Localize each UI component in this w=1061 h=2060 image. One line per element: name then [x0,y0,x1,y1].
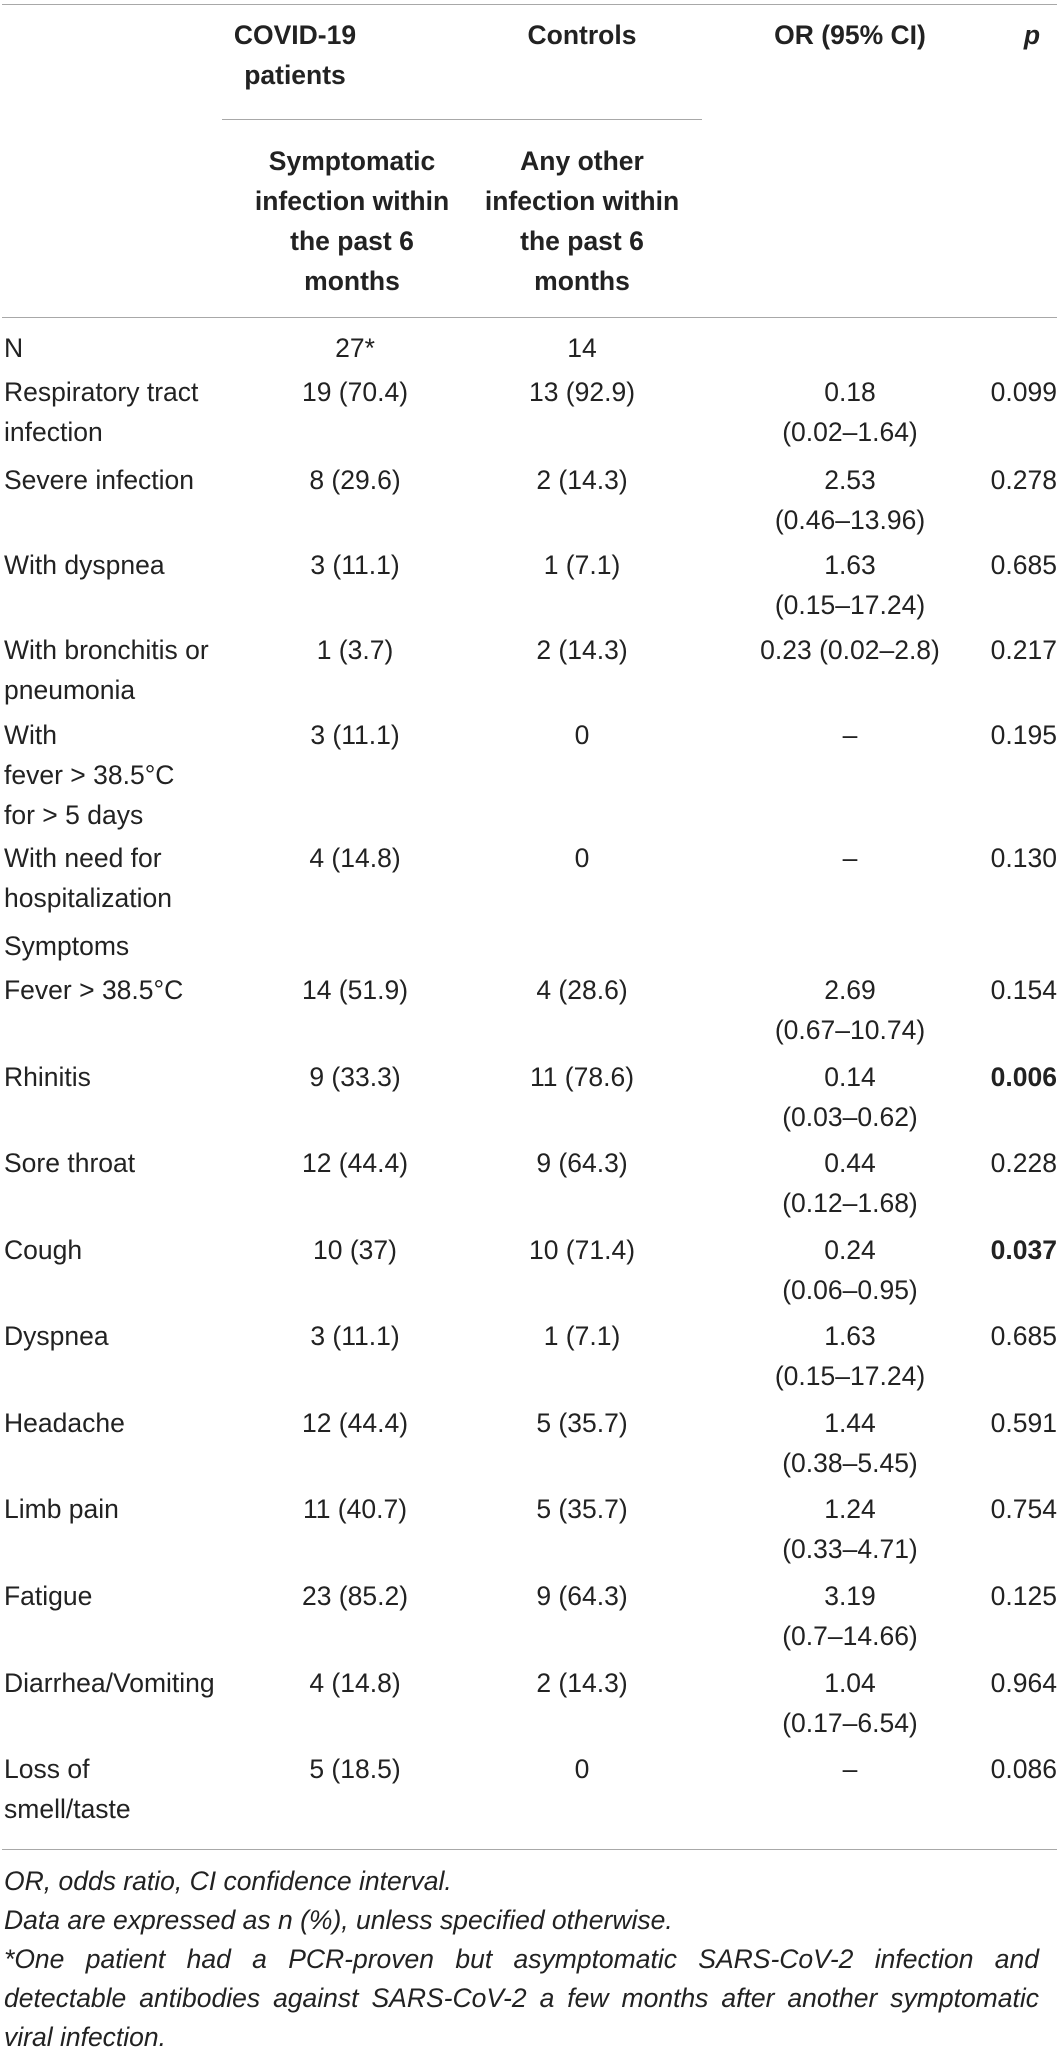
row-label: Diarrhea/Vomiting [4,1668,215,1698]
row-label: Respiratory tract infection [4,377,199,447]
controls-value: 14 [567,333,597,363]
row-label: With need for hospitalization [4,843,172,913]
header-controls: Controls [527,20,637,50]
footnote-data-format: Data are expressed as n (%), unless spec… [4,1905,673,1935]
row-label: N [4,333,24,363]
controls-value: 2 (14.3) [536,465,628,495]
controls-value: 1 (7.1) [543,1321,621,1351]
covid-value: 19 (70.4) [301,377,409,407]
header-p: p [1023,20,1040,50]
covid-value: 8 (29.6) [309,465,401,495]
covid-value: 4 (14.8) [309,843,401,873]
controls-value: 13 (92.9) [528,377,636,407]
covid-value: 5 (18.5) [309,1754,401,1784]
odds-ratio-value: 2.53 (0.46–13.96) [774,465,926,535]
top-rule [2,4,1057,5]
covid-value: 3 (11.1) [310,720,400,750]
controls-value: 0 [574,843,590,873]
odds-ratio-value: 1.44 (0.38–5.45) [782,1408,918,1478]
odds-ratio-value: 3.19 (0.7–14.66) [782,1581,918,1651]
covid-value: 27* [335,333,375,363]
controls-value: 10 (71.4) [528,1235,636,1265]
odds-ratio-value: 2.69 (0.67–10.74) [774,975,926,1045]
controls-value: 11 (78.6) [529,1062,635,1092]
controls-value: 4 (28.6) [536,975,628,1005]
p-value: 0.217 [990,635,1057,665]
controls-value: 2 (14.3) [536,1668,628,1698]
p-value: 0.754 [990,1494,1057,1524]
footnote-abbreviations: OR, odds ratio, CI confidence interval. [4,1866,452,1896]
covid-value: 23 (85.2) [301,1581,409,1611]
row-label: Severe infection [4,465,195,495]
row-label: Sore throat [4,1148,136,1178]
p-value: 0.099 [990,377,1057,407]
row-label: Cough [4,1235,83,1265]
covid-value: 9 (33.3) [309,1062,401,1092]
row-label: Limb pain [4,1494,119,1524]
odds-ratio-value: 0.24 (0.06–0.95) [782,1235,918,1305]
row-label: Fatigue [4,1581,93,1611]
covid-value: 12 (44.4) [301,1408,409,1438]
controls-value: 9 (64.3) [536,1148,628,1178]
row-label: Rhinitis [4,1062,91,1092]
odds-ratio-value: – [842,843,858,873]
row-label: With fever > 38.5°C for > 5 days [4,720,175,830]
controls-value: 0 [574,1754,590,1784]
subheader-any-other: Any other infection within the past 6 month… [484,146,680,296]
p-value: 0.964 [990,1668,1057,1698]
covid-value: 4 (14.8) [309,1668,401,1698]
p-value: 0.086 [990,1754,1057,1784]
covid-value: 1 (3.7) [316,635,394,665]
row-label: Symptoms [4,931,130,961]
odds-ratio-value: 1.63 (0.15–17.24) [774,1321,926,1391]
odds-ratio-value: – [842,1754,858,1784]
row-label: Loss of smell/taste [4,1754,131,1824]
subheader-symptomatic: Symptomatic infection within the past 6 mon… [254,146,450,296]
p-value: 0.154 [990,975,1057,1005]
controls-value: 0 [574,720,590,750]
odds-ratio-value: 0.44 (0.12–1.68) [782,1148,918,1218]
p-value: 0.685 [990,1321,1057,1351]
covid-value: 11 (40.7) [302,1494,408,1524]
odds-ratio-value: – [842,720,858,750]
row-label: With bronchitis or pneumonia [4,635,209,705]
controls-value: 1 (7.1) [543,550,621,580]
covid-value: 10 (37) [313,1235,397,1265]
p-value: 0.130 [990,843,1057,873]
footnote-asterisk: *One patient had a PCR-proven but asympt… [4,1944,1039,2052]
header-group-rule [222,119,702,120]
header-covid-patients: COVID-19 patients [233,20,357,90]
covid-value: 3 (11.1) [310,1321,400,1351]
covid-value: 12 (44.4) [301,1148,409,1178]
p-value: 0.278 [990,465,1057,495]
odds-ratio-value: 0.14 (0.03–0.62) [782,1062,918,1132]
controls-value: 5 (35.7) [536,1408,628,1438]
p-value: 0.037 [990,1235,1057,1265]
controls-value: 2 (14.3) [536,635,628,665]
row-label: Fever > 38.5°C [4,975,184,1005]
row-label: With dyspnea [4,550,165,580]
p-value: 0.125 [990,1581,1057,1611]
odds-ratio-value: 1.24 (0.33–4.71) [782,1494,918,1564]
p-value: 0.685 [990,550,1057,580]
header-bottom-rule [2,317,1057,318]
covid-value: 14 (51.9) [301,975,409,1005]
p-value: 0.195 [990,720,1057,750]
row-label: Headache [4,1408,125,1438]
p-value: 0.006 [990,1062,1057,1092]
covid-value: 3 (11.1) [310,550,400,580]
odds-ratio-value: 0.23 (0.02–2.8) [760,635,940,665]
header-or-ci: OR (95% CI) [774,20,926,50]
p-value: 0.591 [990,1408,1057,1438]
odds-ratio-value: 0.18 (0.02–1.64) [782,377,918,447]
controls-value: 9 (64.3) [536,1581,628,1611]
p-value: 0.228 [990,1148,1057,1178]
row-label: Dyspnea [4,1321,109,1351]
bottom-rule [2,1849,1057,1850]
controls-value: 5 (35.7) [536,1494,628,1524]
odds-ratio-value: 1.04 (0.17–6.54) [782,1668,918,1738]
odds-ratio-value: 1.63 (0.15–17.24) [774,550,926,620]
